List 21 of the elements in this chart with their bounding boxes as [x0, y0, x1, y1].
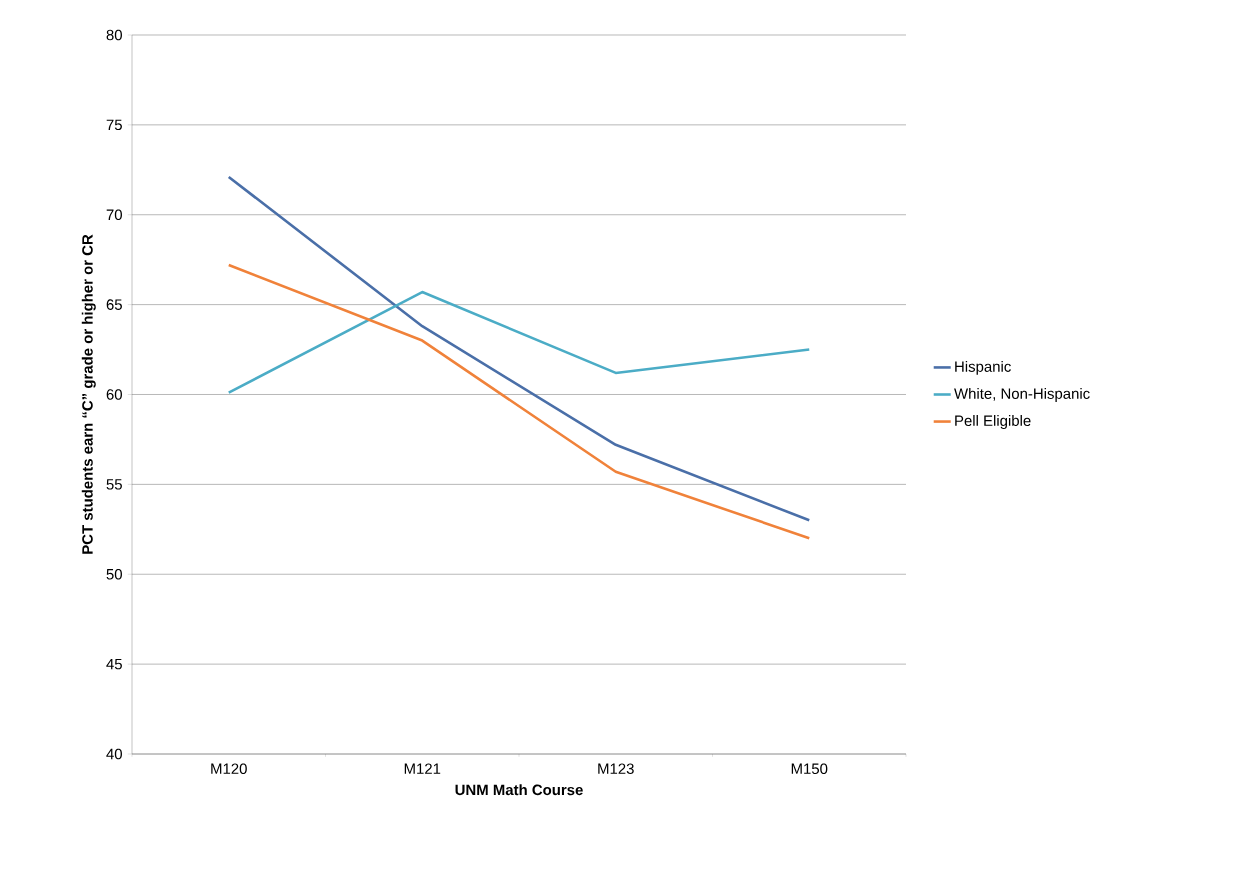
line-series [227, 290, 811, 394]
y-tick-label: 60 [106, 389, 122, 400]
y-tick-label: 70 [106, 209, 122, 221]
y-tick-label: 50 [106, 568, 122, 580]
line-series [227, 263, 811, 540]
y-tick-label: 40 [106, 748, 122, 760]
x-tick-label: M120 [211, 763, 247, 775]
x-tick-label: M121 [404, 763, 441, 774]
y-tick-label: 45 [106, 658, 122, 670]
y-tick-label: 75 [106, 119, 122, 131]
legend-label: Hispanic [955, 360, 1011, 375]
x-axis-title: UNM Math Course [455, 784, 583, 796]
y-tick-label: 65 [106, 299, 122, 310]
line-series [227, 175, 811, 522]
legend-label: White, Non-Hispanic [954, 387, 1090, 402]
x-tick-label: M123 [598, 763, 634, 775]
y-axis-title: PCT students earn “C” grade or higher or CR [81, 234, 96, 554]
x-tick-label: M150 [791, 763, 828, 775]
y-tick-label: 55 [106, 479, 122, 490]
y-tick-label: 80 [106, 29, 122, 41]
legend-label: Pell Eligible [955, 415, 1031, 429]
